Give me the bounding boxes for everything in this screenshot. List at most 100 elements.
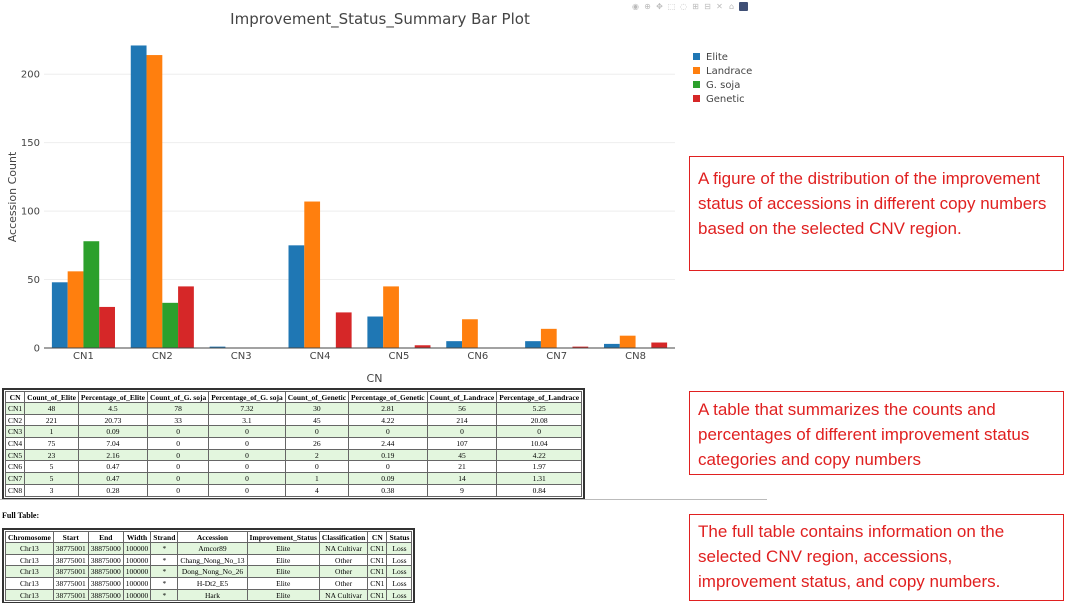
zoom-out-icon[interactable]: ⊟ (704, 1, 711, 11)
full-cell-status: Loss (386, 565, 413, 579)
full-cell-classification: Other (318, 577, 369, 590)
summary-cell-percentage-of-genetic: 0 (348, 425, 428, 439)
bar-g-soja-cn2 (162, 302, 179, 348)
x-tick-label: CN5 (389, 351, 410, 362)
bar-landrace-cn7 (540, 328, 557, 348)
y-tick-label: 100 (21, 207, 40, 218)
table-row: CN2 221 20.73 33 3.1 45 4.22 214 20.08 (4, 413, 583, 427)
summary-cell-count-of-g-soja: 0 (146, 437, 210, 450)
full-cell-cn: CN1 (367, 588, 388, 602)
zoom-in-icon[interactable]: ⊞ (692, 1, 699, 11)
table-row: CN4 75 7.04 0 0 26 2.44 107 10.04 (4, 437, 583, 450)
summary-cell-percentage-of-genetic: 0.09 (348, 472, 428, 485)
full-table-container: Chromosome Start End Width Strand Accession Im… (2, 528, 416, 603)
full-cell-accession: H-Dt2_E5 (177, 577, 248, 590)
summary-cell-percentage-of-elite: 0.28 (77, 483, 148, 497)
bar-elite-cn2 (130, 45, 147, 348)
reset-axes-icon[interactable]: ⌂ (728, 1, 735, 11)
full-header-strand: Strand (150, 531, 179, 543)
summary-cell-cn: CN7 (4, 472, 26, 485)
full-cell-classification: Other (318, 553, 369, 567)
zoom-icon[interactable]: ⊕ (644, 1, 651, 11)
chart-title: Improvement_Status_Summary Bar Plot (230, 10, 530, 29)
x-tick-label: CN6 (467, 351, 488, 362)
summary-cell-count-of-g-soja: 0 (146, 425, 210, 439)
table-row: Chr13 38775001 38875000 100000 * Amcor89 Elite… (5, 542, 413, 555)
full-cell-improvement-status: Elite (246, 565, 320, 579)
summary-cell-count-of-landrace: 14 (426, 472, 498, 485)
full-cell-improvement-status: Elite (246, 588, 320, 602)
full-cell-improvement-status: Elite (246, 577, 320, 590)
bar-genetic-cn8 (651, 342, 668, 348)
summary-cell-percentage-of-landrace: 1.31 (496, 472, 583, 485)
full-header-start: Start (52, 531, 89, 543)
x-tick-label: CN8 (625, 351, 646, 362)
plotly-logo-icon[interactable] (739, 2, 748, 11)
legend-label-g-soja: G. soja (706, 80, 740, 91)
legend-swatch-g-soja (693, 81, 700, 88)
full-cell-start: 38775001 (52, 542, 89, 555)
full-cell-strand: * (150, 542, 179, 555)
plot-modebar[interactable]: ◉ ⊕ ✥ ⬚ ◌ ⊞ ⊟ ✕ ⌂ (631, 1, 748, 12)
bar-landrace-cn5 (383, 286, 399, 348)
legend-label-elite: Elite (706, 52, 728, 63)
summary-cell-cn: CN6 (4, 460, 26, 474)
bar-elite-cn4 (288, 245, 305, 348)
y-tick-label: 150 (21, 138, 40, 149)
table-annotation: A table that summarizes the counts and p… (689, 391, 1064, 475)
summary-cell-count-of-landrace: 0 (426, 425, 498, 439)
x-tick-label: CN4 (310, 351, 331, 362)
summary-cell-count-of-genetic: 45 (284, 413, 350, 427)
summary-header-count-of-elite: Count_of_Elite (24, 391, 79, 403)
full-table: Chromosome Start End Width Strand Accession Im… (5, 531, 413, 602)
x-tick-label: CN1 (73, 351, 94, 362)
summary-cell-count-of-genetic: 2 (284, 448, 350, 462)
full-cell-status: Loss (386, 588, 413, 602)
autoscale-icon[interactable]: ✕ (716, 1, 723, 11)
legend-label-genetic: Genetic (706, 94, 745, 105)
summary-cell-count-of-genetic: 30 (284, 402, 350, 415)
bar-plot-svg[interactable]: Improvement_Status_Summary Bar Plot 0 50 10… (0, 0, 775, 392)
bar-landrace-cn6 (462, 319, 478, 348)
bar-elite-cn7 (525, 341, 541, 348)
summary-cell-percentage-of-elite: 7.04 (77, 437, 148, 450)
summary-cell-cn: CN1 (4, 402, 26, 415)
full-header-width: Width (122, 531, 152, 543)
summary-cell-count-of-elite: 23 (24, 448, 79, 462)
legend-swatch-genetic (693, 95, 700, 102)
summary-cell-percentage-of-g-soja: 0 (208, 437, 286, 450)
full-cell-cn: CN1 (367, 565, 388, 579)
full-cell-classification: Other (318, 565, 369, 579)
full-cell-strand: * (150, 553, 179, 567)
full-cell-end: 38875000 (87, 553, 124, 567)
bar-genetic-cn2 (178, 286, 194, 348)
box-select-icon[interactable]: ⬚ (667, 1, 676, 11)
y-tick-label: 200 (21, 70, 40, 81)
full-cell-status: Loss (386, 553, 413, 567)
summary-cell-count-of-elite: 3 (24, 483, 79, 497)
full-cell-chromosome: Chr13 (5, 553, 54, 567)
summary-cell-count-of-g-soja: 78 (146, 402, 210, 415)
full-cell-status: Loss (386, 542, 413, 555)
full-cell-cn: CN1 (367, 542, 388, 555)
summary-cell-percentage-of-landrace: 1.97 (496, 460, 583, 474)
summary-cell-count-of-elite: 5 (24, 472, 79, 485)
bar-plot[interactable]: Improvement_Status_Summary Bar Plot 0 50 10… (0, 0, 775, 392)
full-header-accession: Accession (177, 531, 248, 543)
summary-cell-percentage-of-genetic: 2.44 (348, 437, 428, 450)
table-row: CN1 48 4.5 78 7.32 30 2.81 56 5.25 (4, 402, 583, 415)
lasso-icon[interactable]: ◌ (680, 1, 687, 11)
full-cell-improvement-status: Elite (246, 553, 320, 567)
summary-cell-count-of-elite: 5 (24, 460, 79, 474)
summary-cell-cn: CN8 (4, 483, 26, 497)
x-tick-label: CN7 (546, 351, 567, 362)
bar-elite-cn8 (604, 343, 620, 348)
table-row: CN5 23 2.16 0 0 2 0.19 45 4.22 (4, 448, 583, 462)
summary-header-cn: CN (4, 391, 26, 403)
pan-icon[interactable]: ✥ (656, 1, 663, 11)
summary-header-percentage-of-elite: Percentage_of_Elite (77, 391, 148, 403)
camera-icon[interactable]: ◉ (632, 1, 639, 11)
table-row: Chr13 38775001 38875000 100000 * H-Dt2_E5 Elit… (5, 577, 413, 590)
summary-cell-count-of-genetic: 26 (284, 437, 350, 450)
y-axis-title: Accession Count (6, 151, 19, 242)
